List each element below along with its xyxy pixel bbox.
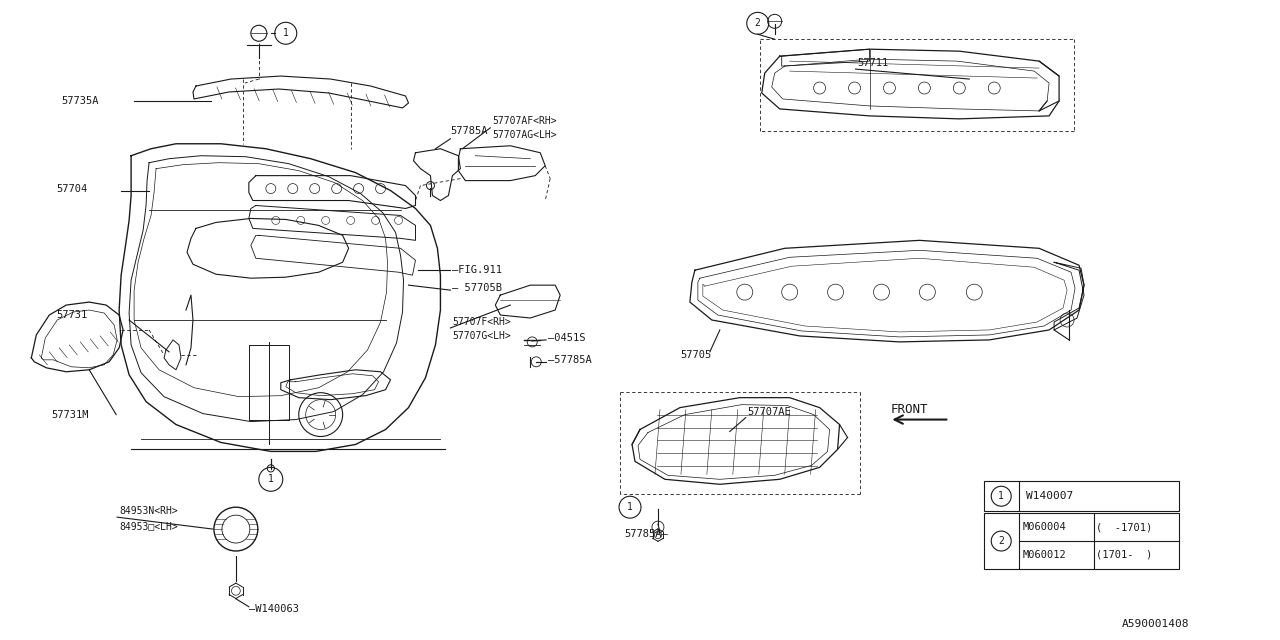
Text: 1: 1 <box>283 28 289 38</box>
Text: 2: 2 <box>755 19 760 28</box>
Text: 57731M: 57731M <box>51 410 88 420</box>
Bar <box>984 513 1179 569</box>
Text: 57785A: 57785A <box>451 126 488 136</box>
Text: M060004: M060004 <box>1023 522 1066 532</box>
Text: (1701-  ): (1701- ) <box>1096 550 1152 560</box>
Text: 57731: 57731 <box>56 310 87 320</box>
Text: — 57705B: — 57705B <box>452 283 503 293</box>
Text: 57704: 57704 <box>56 184 87 193</box>
Text: 57785A—: 57785A— <box>625 529 668 539</box>
Text: (  -1701): ( -1701) <box>1096 522 1152 532</box>
Text: 57735A: 57735A <box>61 96 99 106</box>
Text: 57707G<LH>: 57707G<LH> <box>452 331 511 341</box>
Text: M060012: M060012 <box>1023 550 1066 560</box>
Bar <box>984 481 1179 511</box>
Text: 84953□<LH>: 84953□<LH> <box>119 521 178 531</box>
Text: 1: 1 <box>998 492 1004 501</box>
Text: 84953N<RH>: 84953N<RH> <box>119 506 178 516</box>
Text: W140007: W140007 <box>1027 492 1074 501</box>
Text: 1: 1 <box>268 474 274 484</box>
Text: 57707F<RH>: 57707F<RH> <box>452 317 511 327</box>
Text: 1: 1 <box>627 502 632 512</box>
Text: FRONT: FRONT <box>891 403 928 416</box>
Text: —W140063: —W140063 <box>248 604 298 614</box>
Text: 57711: 57711 <box>858 58 888 68</box>
Text: —FIG.911: —FIG.911 <box>452 265 503 275</box>
Text: 57707AE: 57707AE <box>748 406 791 417</box>
Text: 57707AF<RH>: 57707AF<RH> <box>493 116 557 126</box>
Text: 57705: 57705 <box>680 350 712 360</box>
Text: A590001408: A590001408 <box>1121 619 1189 628</box>
Text: 57707AG<LH>: 57707AG<LH> <box>493 130 557 140</box>
Text: —57785A: —57785A <box>548 355 591 365</box>
Text: —0451S: —0451S <box>548 333 586 343</box>
Text: 2: 2 <box>998 536 1004 546</box>
